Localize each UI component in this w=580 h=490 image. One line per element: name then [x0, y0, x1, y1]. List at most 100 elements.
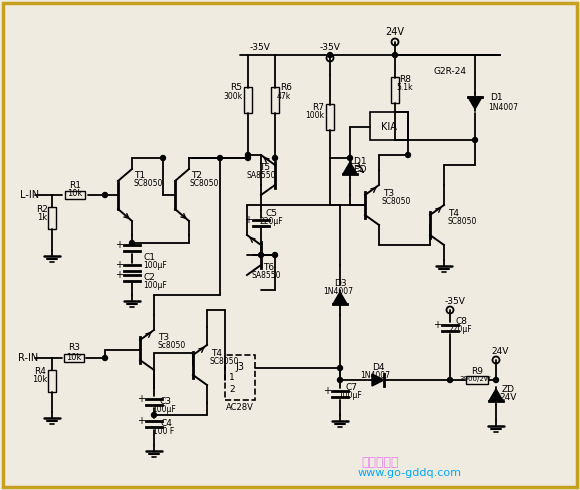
Text: ZD: ZD: [502, 386, 514, 394]
Text: +: +: [323, 386, 331, 396]
Text: +: +: [433, 320, 441, 330]
Text: C4: C4: [160, 419, 172, 428]
Text: -35V: -35V: [444, 297, 465, 307]
Bar: [65, 191, 85, 199]
Text: J3: J3: [235, 362, 245, 372]
Circle shape: [347, 155, 353, 161]
Text: SC8050: SC8050: [382, 196, 411, 205]
Bar: [391, 77, 399, 103]
Text: SA8550: SA8550: [246, 171, 276, 179]
Circle shape: [259, 252, 263, 258]
Circle shape: [338, 366, 343, 370]
Circle shape: [129, 241, 135, 245]
Text: T5: T5: [259, 163, 270, 172]
Text: SC8050: SC8050: [210, 357, 240, 366]
Polygon shape: [343, 162, 357, 174]
Text: D3: D3: [334, 278, 346, 288]
Text: R8: R8: [399, 75, 411, 84]
Text: D4: D4: [372, 364, 384, 372]
Text: 100μF: 100μF: [143, 281, 167, 291]
Text: D1: D1: [490, 94, 503, 102]
Text: C7: C7: [346, 384, 358, 392]
Text: -35V: -35V: [249, 44, 270, 52]
Text: 100k: 100k: [306, 111, 324, 120]
Text: C5: C5: [265, 209, 277, 218]
Text: SC8050: SC8050: [133, 178, 162, 188]
Text: 24V: 24V: [491, 347, 509, 357]
Circle shape: [245, 152, 251, 157]
Text: +: +: [115, 270, 123, 280]
Text: 10k: 10k: [66, 352, 82, 362]
Text: 100μF: 100μF: [338, 392, 362, 400]
Text: +: +: [115, 240, 123, 250]
Text: KIA: KIA: [381, 122, 397, 132]
Bar: [64, 354, 84, 362]
Text: 10k: 10k: [32, 375, 48, 385]
Circle shape: [273, 155, 277, 161]
Bar: [271, 87, 279, 113]
Text: R9: R9: [471, 367, 483, 375]
Circle shape: [151, 413, 157, 417]
Text: +: +: [244, 215, 252, 225]
Polygon shape: [489, 389, 503, 401]
Text: 220μF: 220μF: [259, 217, 283, 225]
Text: SC8050: SC8050: [447, 217, 476, 225]
Circle shape: [393, 52, 397, 57]
Text: +: +: [137, 416, 145, 426]
Text: 1: 1: [229, 373, 235, 383]
Text: 47k: 47k: [277, 93, 291, 101]
Text: -35V: -35V: [320, 44, 340, 52]
Text: R-IN: R-IN: [18, 353, 38, 363]
Text: 3900/2W: 3900/2W: [459, 376, 491, 382]
Circle shape: [473, 138, 477, 143]
Circle shape: [218, 155, 223, 161]
Circle shape: [273, 252, 277, 258]
Text: www.go-gddq.com: www.go-gddq.com: [358, 468, 462, 478]
Text: SA8550: SA8550: [251, 270, 281, 279]
Bar: [466, 376, 488, 384]
Text: R3: R3: [68, 343, 80, 352]
Text: R6: R6: [280, 83, 292, 93]
Bar: [244, 87, 252, 113]
Bar: [370, 112, 408, 140]
Text: C8: C8: [456, 318, 468, 326]
Text: R4: R4: [34, 368, 46, 376]
Text: 100 F: 100 F: [153, 427, 175, 437]
Text: LED: LED: [349, 166, 367, 174]
Text: 2: 2: [229, 386, 235, 394]
Text: 100μF: 100μF: [143, 262, 167, 270]
Bar: [48, 370, 56, 392]
Text: T1: T1: [134, 171, 145, 179]
Circle shape: [103, 193, 107, 197]
Text: C2: C2: [143, 273, 155, 283]
Text: T2: T2: [191, 171, 202, 179]
Text: T4: T4: [211, 348, 222, 358]
Text: 广电电器网: 广电电器网: [361, 456, 399, 468]
Circle shape: [338, 377, 343, 383]
Text: 100μF: 100μF: [152, 406, 176, 415]
Bar: [48, 207, 56, 229]
Polygon shape: [372, 374, 384, 386]
Circle shape: [494, 377, 498, 383]
Text: 1N4007: 1N4007: [488, 102, 518, 112]
Circle shape: [103, 356, 107, 361]
Text: G2R-24: G2R-24: [433, 68, 466, 76]
Text: L-IN: L-IN: [20, 190, 39, 200]
Circle shape: [328, 52, 332, 57]
Text: R1: R1: [69, 181, 81, 191]
Circle shape: [448, 377, 452, 383]
Text: 1k: 1k: [37, 214, 47, 222]
Text: 5.1k: 5.1k: [397, 83, 413, 93]
Text: T3: T3: [383, 189, 394, 197]
Bar: [326, 104, 334, 130]
Text: R5: R5: [230, 83, 242, 93]
Text: C1: C1: [143, 253, 155, 263]
Text: T3: T3: [158, 334, 169, 343]
Text: 24V: 24V: [386, 27, 404, 37]
Polygon shape: [468, 97, 482, 109]
Text: T6: T6: [263, 263, 274, 271]
Text: +: +: [137, 394, 145, 404]
Text: R2: R2: [36, 205, 48, 215]
Text: R7: R7: [312, 102, 324, 112]
Text: 24V: 24V: [499, 393, 517, 402]
